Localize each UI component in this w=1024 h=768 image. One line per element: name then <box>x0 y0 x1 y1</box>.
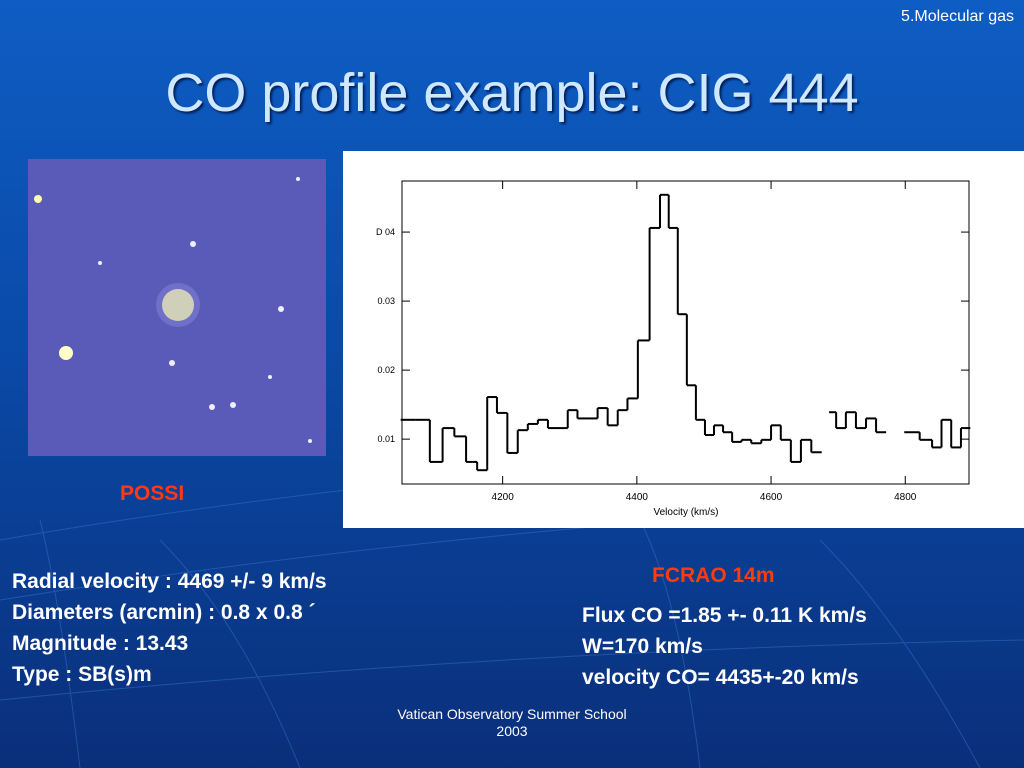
y-tick-label: 0.01 <box>377 434 395 444</box>
x-axis-label: Velocity (km/s) <box>653 507 718 518</box>
x-tick-label: 4600 <box>760 492 783 503</box>
x-tick-label: 4200 <box>492 492 515 503</box>
info-line: W=170 km/s <box>582 635 703 658</box>
x-tick-label: 4400 <box>626 492 649 503</box>
image-label: POSSI <box>120 482 185 505</box>
info-right: Flux CO =1.85 +- 0.11 K km/s W=170 km/s … <box>582 600 867 693</box>
info-line: Magnitude : 13.43 <box>12 632 189 655</box>
info-line: Diameters (arcmin) : 0.8 x 0.8 ´ <box>12 601 316 624</box>
chart: Velocity (km/s) D 04 0.03 0.02 0.01 4200 4400… <box>343 151 1024 528</box>
y-tick-label: D 04 <box>376 227 395 237</box>
title: CO profile example: CIG 444 <box>165 63 859 123</box>
info-line: velocity CO= 4435+-20 km/s <box>582 666 859 689</box>
galaxy-image <box>28 159 326 456</box>
chart-label: FCRAO 14m <box>652 564 775 587</box>
section-label: 5.Molecular gas <box>901 8 1014 25</box>
footer-line: Vatican Observatory Summer School <box>397 706 627 722</box>
info-line: Radial velocity : 4469 +/- 9 km/s <box>12 570 327 593</box>
info-line: Type : SB(s)m <box>12 663 152 686</box>
plot-frame <box>401 180 970 485</box>
x-tick-label: 4800 <box>894 492 917 503</box>
info-left: Radial velocity : 4469 +/- 9 km/s Diamet… <box>12 566 327 690</box>
y-tick-label: 0.03 <box>377 296 395 306</box>
info-line: Flux CO =1.85 +- 0.11 K km/s <box>582 604 867 627</box>
footer-line: 2003 <box>496 723 528 739</box>
y-tick-label: 0.02 <box>377 365 395 375</box>
footer: Vatican Observatory Summer School 2003 <box>312 706 712 740</box>
